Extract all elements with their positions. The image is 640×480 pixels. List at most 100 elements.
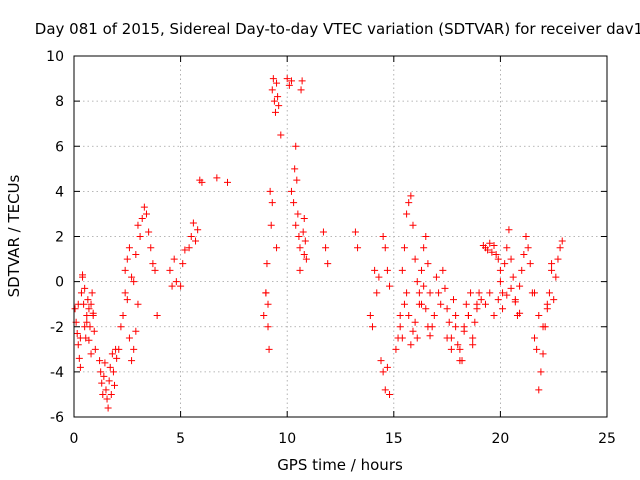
data-point [556, 244, 564, 252]
y-tick-label: 8 [55, 94, 64, 110]
data-point [548, 266, 556, 274]
data-point [130, 345, 138, 353]
data-point [437, 300, 445, 308]
y-tick-label: 6 [55, 139, 64, 155]
data-point [134, 300, 142, 308]
data-point [168, 282, 176, 290]
data-point [522, 233, 530, 240]
data-point [467, 289, 475, 297]
data-point [456, 357, 464, 365]
data-point [194, 226, 202, 234]
data-point [185, 244, 193, 252]
data-point [187, 233, 195, 240]
data-point [511, 296, 519, 304]
data-point [539, 323, 547, 331]
data-point [513, 311, 521, 319]
data-point [475, 289, 483, 297]
data-point [296, 266, 304, 274]
data-point [109, 368, 117, 376]
data-point [488, 248, 496, 256]
data-point [75, 354, 83, 362]
x-tick-label: 25 [598, 431, 616, 447]
data-point [381, 244, 389, 252]
data-point [400, 300, 408, 308]
data-point [291, 165, 299, 173]
data-point [464, 311, 472, 319]
y-axis-label: SDTVAR / TECUs [5, 174, 23, 297]
data-point [283, 75, 291, 83]
data-point [81, 284, 89, 292]
data-point [375, 273, 383, 281]
data-point [496, 266, 504, 274]
data-point [125, 334, 133, 342]
data-point [136, 233, 144, 240]
data-point [295, 233, 303, 240]
data-point [520, 251, 528, 259]
data-point [88, 289, 96, 297]
x-tick-label: 10 [278, 431, 296, 447]
data-point [505, 226, 513, 234]
data-point [123, 296, 131, 304]
data-point [292, 142, 300, 150]
data-point [426, 289, 434, 297]
y-tick-label: 10 [46, 49, 64, 65]
data-point [268, 199, 276, 207]
data-point [268, 86, 276, 94]
data-point [396, 311, 404, 319]
data-point [496, 278, 504, 286]
data-point [145, 228, 153, 236]
data-point [138, 214, 146, 222]
data-point [398, 266, 406, 274]
data-point [273, 244, 281, 252]
data-point [469, 341, 477, 349]
data-point [366, 311, 374, 319]
y-tick-label: 0 [55, 275, 64, 291]
data-point [298, 77, 306, 85]
data-point [101, 359, 109, 367]
data-point [371, 266, 379, 274]
data-point [383, 266, 391, 274]
data-point [76, 363, 84, 371]
data-point [274, 93, 282, 101]
data-point [265, 345, 273, 353]
data-point [499, 305, 507, 313]
data-point [85, 336, 93, 344]
data-point [106, 363, 114, 371]
data-point [441, 284, 449, 292]
data-point [405, 311, 413, 319]
data-point [554, 255, 562, 263]
data-point [535, 386, 543, 394]
data-point [373, 289, 381, 297]
data-point [128, 357, 136, 365]
data-point [405, 199, 413, 207]
data-point [262, 289, 270, 297]
data-point [267, 221, 275, 229]
data-point [484, 246, 492, 254]
data-point [452, 311, 460, 319]
data-point [432, 273, 440, 281]
data-point [545, 289, 553, 297]
data-point [449, 296, 457, 304]
data-point [105, 377, 113, 385]
data-point [411, 255, 419, 263]
data-point [79, 273, 87, 281]
data-point [77, 289, 85, 297]
data-point [300, 214, 308, 222]
data-point [74, 300, 82, 308]
data-point [403, 289, 411, 297]
data-point [379, 368, 387, 376]
data-point [147, 244, 155, 252]
data-point [494, 255, 502, 263]
data-point [125, 244, 133, 252]
data-point [413, 334, 421, 342]
data-point [377, 357, 385, 365]
data-point [100, 372, 108, 380]
x-tick-label: 0 [70, 431, 79, 447]
data-point [297, 86, 305, 94]
data-point [351, 228, 359, 236]
data-point [224, 178, 232, 186]
data-point [117, 323, 125, 331]
data-point [469, 334, 477, 342]
data-point [420, 282, 428, 290]
